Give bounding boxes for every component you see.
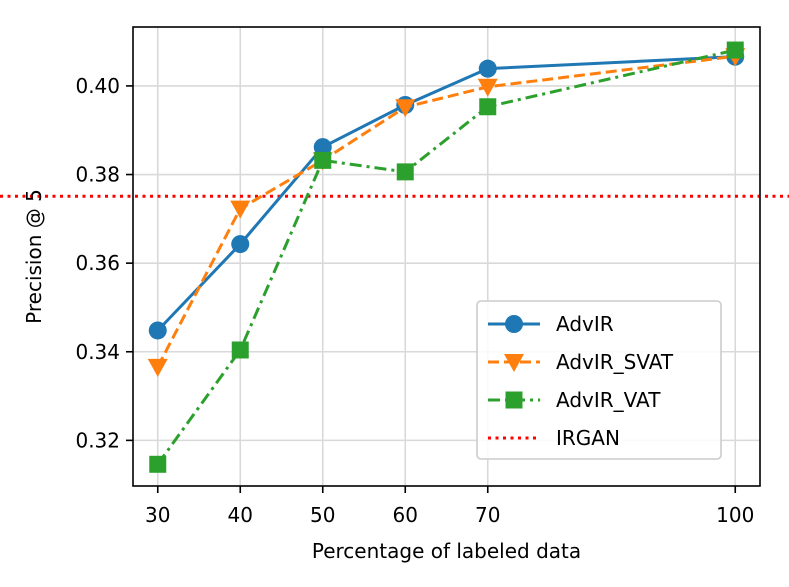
x-tick-label: 30: [145, 503, 170, 527]
x-tick-label: 70: [475, 503, 500, 527]
y-tick-label: 0.40: [75, 74, 120, 98]
legend-label-irgan: IRGAN: [556, 426, 620, 450]
data-point-advir-svat: [395, 99, 416, 118]
axis-ticks: 30 40 50 60 70 100 0.32 0.34 0.36 0.38 0.40: [75, 74, 754, 527]
data-point-advir-vat: [479, 98, 497, 116]
data-point-advir-vat: [396, 163, 414, 181]
x-tick-label: 40: [228, 503, 253, 527]
legend-box: [476, 300, 722, 460]
series-line-advir-svat: [156, 54, 736, 368]
x-tick-label: 60: [393, 503, 418, 527]
x-axis-label: Percentage of labeled data: [312, 539, 581, 563]
legend-marker-advir-svat: [504, 354, 524, 372]
grid: [133, 27, 760, 486]
legend-label-advir-svat: AdvIR_SVAT: [556, 350, 674, 374]
data-point-advir-svat: [230, 200, 251, 219]
y-axis-label: Precision @ 5: [22, 189, 46, 324]
y-tick-label: 0.34: [75, 340, 120, 364]
legend-marker-advir-vat: [505, 391, 523, 409]
legend-item-advir-svat: AdvIR_SVAT: [488, 350, 674, 374]
series-line-advir: [156, 55, 736, 332]
legend-marker-advir: [505, 315, 523, 333]
legend: AdvIR AdvIR_SVAT AdvIR_VAT IRGAN: [476, 300, 722, 460]
data-point-advir: [478, 59, 497, 78]
data-point-advir-svat: [147, 358, 168, 377]
x-tick-label: 50: [310, 503, 335, 527]
data-point-advir-vat: [231, 341, 249, 359]
y-tick-label: 0.38: [75, 163, 120, 187]
series-line-advir-vat: [156, 48, 736, 466]
data-point-advir: [148, 321, 167, 340]
legend-item-advir: AdvIR: [488, 312, 614, 336]
data-point-advir: [313, 138, 332, 157]
data-point-advir-vat: [314, 151, 332, 169]
series-advir-vat: [149, 41, 744, 473]
y-tick-label: 0.36: [75, 251, 120, 275]
legend-label-advir: AdvIR: [556, 312, 614, 336]
series-layer: [147, 41, 746, 473]
plot-frame: [132, 26, 761, 487]
data-point-advir-vat: [149, 455, 167, 473]
y-tick-label: 0.32: [75, 428, 120, 452]
data-point-advir-svat: [477, 78, 498, 97]
legend-item-advir-vat: AdvIR_VAT: [488, 388, 661, 412]
legend-label-advir-vat: AdvIR_VAT: [556, 388, 661, 412]
x-tick-label: 100: [716, 503, 754, 527]
data-point-advir: [231, 235, 250, 254]
series-advir: [148, 47, 745, 340]
data-point-advir-vat: [726, 41, 744, 59]
legend-item-irgan: IRGAN: [488, 426, 620, 450]
